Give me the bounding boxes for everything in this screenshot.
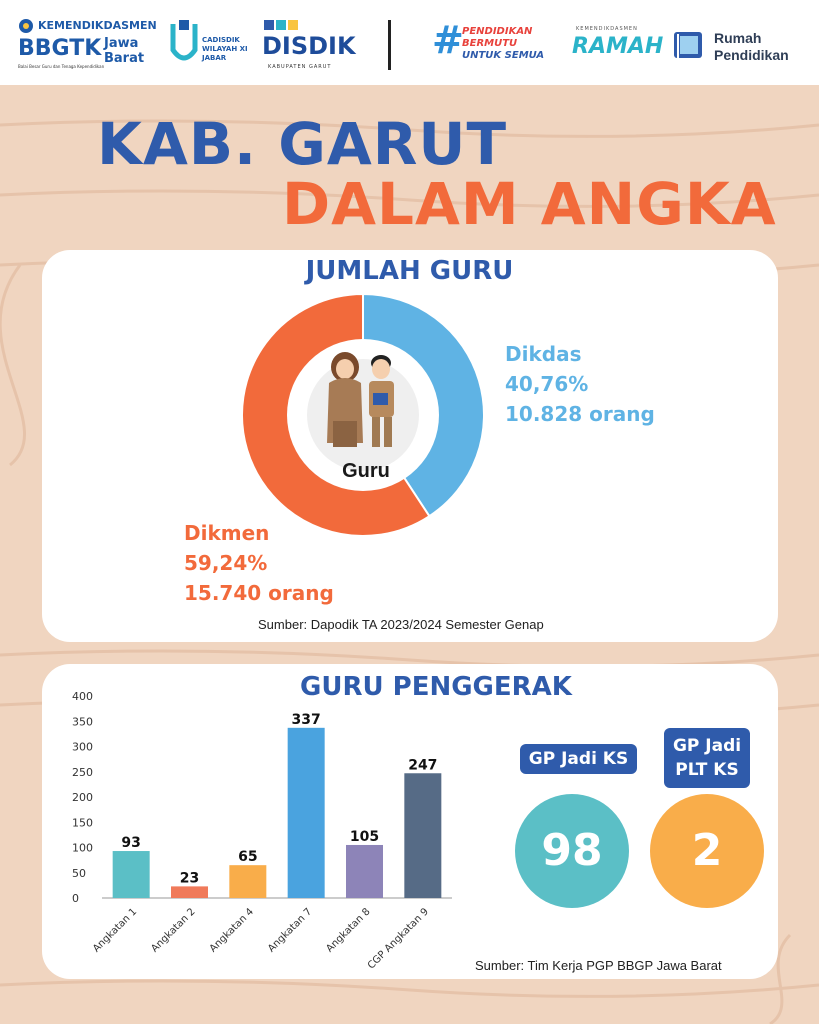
bar-value-label: 337 xyxy=(292,712,321,728)
logo4-line2: BERMUTU xyxy=(462,38,518,49)
logo6-line2: Pendidikan xyxy=(714,47,789,63)
donut-inner-circle xyxy=(307,359,419,471)
bar xyxy=(229,865,267,898)
bar-value-label: 65 xyxy=(238,849,257,865)
gp-jadi-plt-ks-line1: GP Jadi xyxy=(672,736,742,756)
x-category-label: CGP Angkatan 9 xyxy=(366,906,431,971)
y-tick-label: 400 xyxy=(72,690,93,703)
bar xyxy=(287,727,325,898)
logo1-line2: BBGTK xyxy=(18,36,102,61)
logo3-main: DISDIK xyxy=(262,32,356,60)
logo5-main: RAMAH xyxy=(572,34,664,59)
page-title-line2: DALAM ANGKA xyxy=(282,170,777,238)
donut-center-label: Guru xyxy=(342,460,390,482)
tutwuri-icon xyxy=(19,19,33,33)
y-tick-label: 150 xyxy=(72,816,93,829)
jumlah-guru-source: Sumber: Dapodik TA 2023/2024 Semester Ge… xyxy=(258,617,544,632)
logo3-sub: KABUPATEN GARUT xyxy=(268,64,332,70)
bar-value-label: 93 xyxy=(121,835,140,851)
header-bar: KEMENDIKDASMEN BBGTK Jawa Barat Balai Be… xyxy=(0,0,819,85)
logo2-line2: WILAYAH XI xyxy=(202,45,248,53)
bar-value-label: 23 xyxy=(180,870,199,886)
header-divider xyxy=(388,20,391,70)
bar xyxy=(171,886,208,898)
logo1-line4: Barat xyxy=(104,51,145,66)
rumah-pendidikan-logo: Rumah Pendidikan xyxy=(672,26,802,66)
y-tick-label: 50 xyxy=(72,867,86,880)
y-tick-label: 250 xyxy=(72,766,93,779)
donut-chart xyxy=(241,293,485,537)
logo6-line1: Rumah xyxy=(714,30,762,46)
dikdas-count: 10.828 orang xyxy=(505,402,655,426)
x-category-label: Angkatan 1 xyxy=(91,906,139,954)
gp-jadi-plt-ks-badge: GP Jadi PLT KS xyxy=(664,728,750,788)
y-tick-label: 350 xyxy=(72,715,93,728)
logo2-line3: JABAR xyxy=(202,54,227,62)
pendidikan-bermutu-logo: # PENDIDIKAN BERMUTU UNTUK SEMUA xyxy=(432,18,557,68)
y-tick-label: 0 xyxy=(72,892,79,905)
bbgtk-logo: KEMENDIKDASMEN BBGTK Jawa Barat Balai Be… xyxy=(18,16,158,74)
logo4-line3: UNTUK SEMUA xyxy=(462,50,545,61)
cadisdik-icon xyxy=(170,20,198,61)
gp-jadi-plt-ks-line2: PLT KS xyxy=(675,760,739,780)
bar-value-label: 105 xyxy=(350,829,379,845)
book-icon xyxy=(674,32,702,58)
guru-penggerak-source: Sumber: Tim Kerja PGP BBGP Jawa Barat xyxy=(475,958,722,973)
bar xyxy=(404,773,442,898)
page-title-line1: KAB. GARUT xyxy=(97,110,508,178)
disdik-logo: DISDIK KABUPATEN GARUT xyxy=(262,18,356,74)
bar-value-label: 247 xyxy=(408,757,437,773)
x-category-label: Angkatan 7 xyxy=(266,906,314,954)
dikmen-name: Dikmen xyxy=(184,521,270,545)
dikdas-percent: 40,76% xyxy=(505,372,589,396)
logo1-line3: Jawa xyxy=(104,36,139,51)
x-category-label: Angkatan 8 xyxy=(324,906,372,954)
x-category-label: Angkatan 4 xyxy=(208,906,256,954)
y-tick-label: 100 xyxy=(72,842,93,855)
logo1-line1: KEMENDIKDASMEN xyxy=(38,19,157,32)
logo4-line1: PENDIDIKAN xyxy=(462,26,533,37)
gp-jadi-ks-badge: GP Jadi KS xyxy=(520,744,637,774)
gp-jadi-ks-value: 98 xyxy=(515,794,629,908)
logo5-small: KEMENDIKDASMEN xyxy=(576,26,638,32)
y-tick-label: 200 xyxy=(72,791,93,804)
logo2-line1: CADISDIK xyxy=(202,36,240,44)
dikdas-name: Dikdas xyxy=(505,342,582,366)
ramah-logo: KEMENDIKDASMEN RAMAH xyxy=(572,26,663,70)
guru-penggerak-title: GURU PENGGERAK xyxy=(300,672,572,702)
gp-jadi-plt-ks-value: 2 xyxy=(650,794,764,908)
jumlah-guru-title: JUMLAH GURU xyxy=(305,256,514,286)
x-category-label: Angkatan 2 xyxy=(149,906,197,954)
bar xyxy=(346,844,383,898)
dikmen-count: 15.740 orang xyxy=(184,581,334,605)
dikmen-percent: 59,24% xyxy=(184,551,268,575)
logo1-small: Balai Besar Guru dan Tenaga Kependidikan xyxy=(18,64,105,69)
bar xyxy=(112,851,150,898)
y-tick-label: 300 xyxy=(72,741,93,754)
teachers-illustration-icon xyxy=(327,352,394,447)
cadisdik-logo: CADISDIK WILAYAH XI JABAR xyxy=(170,20,254,70)
bar-chart: 0 50 100 150 200 250 300 350 400 93 Angkatan 1 23 An… xyxy=(72,690,452,971)
hashtag-icon: # xyxy=(432,18,464,62)
disdik-emblem-icon xyxy=(264,20,298,30)
